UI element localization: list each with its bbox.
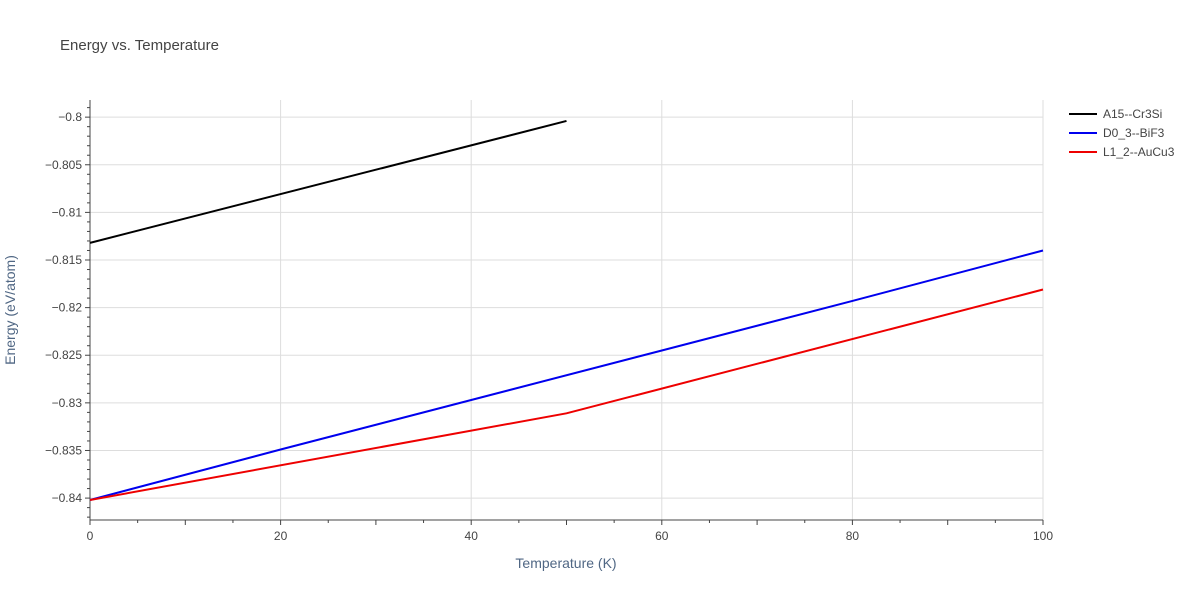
- x-tick-label: 80: [846, 529, 860, 543]
- y-tick-label: −0.82: [52, 301, 83, 315]
- y-tick-label: −0.84: [52, 491, 83, 505]
- series-line-3: [89, 288, 1044, 501]
- legend-item[interactable]: L1_2--AuCu3: [1069, 145, 1175, 159]
- axis-layer: 0 20 40 60 80 100 −0.84 −0.835 −0.83 −0.825 −0.82 −…: [45, 100, 1053, 543]
- y-tick-label: −0.805: [45, 158, 82, 172]
- chart-title: Energy vs. Temperature: [60, 37, 219, 54]
- legend-item[interactable]: A15--Cr3Si: [1069, 107, 1162, 121]
- y-tick-label: −0.825: [45, 348, 82, 362]
- legend[interactable]: A15--Cr3Si D0_3--BiF3 L1_2--AuCu3: [1069, 107, 1175, 159]
- y-tick-label: −0.81: [52, 205, 83, 219]
- x-tick-label: 40: [465, 529, 479, 543]
- x-tick-label: 60: [655, 529, 669, 543]
- y-tick-label: −0.8: [58, 110, 82, 124]
- y-axis-title: Energy (eV/atom): [2, 255, 18, 365]
- series-line-2: [89, 249, 1044, 501]
- y-tick-label: −0.835: [45, 443, 82, 457]
- legend-label: L1_2--AuCu3: [1103, 145, 1175, 159]
- x-tick-label: 100: [1033, 529, 1053, 543]
- legend-item[interactable]: D0_3--BiF3: [1069, 126, 1165, 140]
- x-tick-label: 0: [87, 529, 94, 543]
- y-tick-label: −0.83: [52, 396, 83, 410]
- legend-label: D0_3--BiF3: [1103, 126, 1165, 140]
- y-tick-label: −0.815: [45, 253, 82, 267]
- legend-label: A15--Cr3Si: [1103, 107, 1162, 121]
- series-layer: [89, 119, 1044, 501]
- series-line-1: [89, 119, 567, 244]
- grid-layer: [90, 100, 1044, 520]
- x-axis-title: Temperature (K): [515, 555, 616, 571]
- x-tick-label: 20: [274, 529, 288, 543]
